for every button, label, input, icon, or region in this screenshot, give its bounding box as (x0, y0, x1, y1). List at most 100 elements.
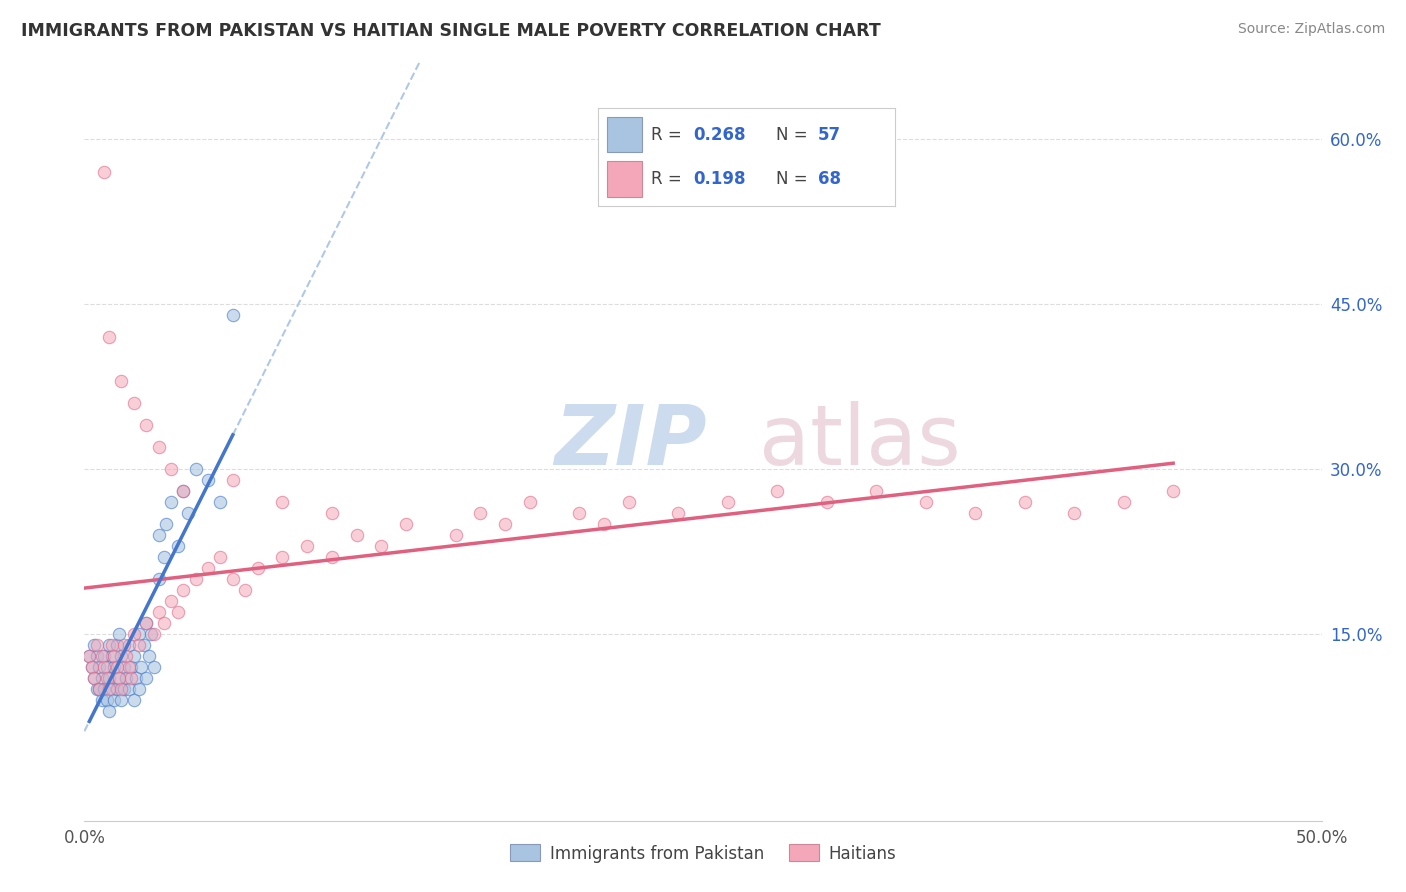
Point (89, 681, 111, 696)
Point (494, 516, 516, 531)
Point (100, 681, 122, 696)
Point (209, 495, 232, 509)
Point (142, 627, 165, 641)
Point (122, 627, 145, 641)
Point (110, 692, 132, 706)
Point (110, 374, 132, 388)
Point (96, 671, 118, 685)
Point (103, 692, 125, 706)
Point (128, 638, 150, 652)
Point (177, 506, 200, 520)
Point (865, 483, 887, 498)
Point (103, 660, 125, 674)
Point (105, 681, 128, 696)
Point (110, 648, 132, 663)
Point (209, 549, 232, 564)
Text: ZIP: ZIP (554, 401, 707, 482)
Point (184, 462, 207, 476)
Point (766, 483, 789, 498)
Point (1161, 483, 1184, 498)
Point (93, 681, 115, 696)
Point (152, 615, 174, 630)
Point (617, 495, 640, 509)
Point (160, 462, 183, 476)
Point (271, 495, 294, 509)
Point (98, 704, 121, 718)
Point (108, 671, 131, 685)
Point (132, 638, 155, 652)
Point (167, 605, 190, 619)
Point (184, 572, 207, 586)
Point (568, 506, 591, 520)
Point (138, 648, 160, 663)
Point (148, 440, 170, 454)
Point (321, 549, 343, 564)
Point (142, 660, 165, 674)
Point (108, 671, 131, 685)
Point (141, 627, 163, 641)
Point (100, 638, 122, 652)
Point (965, 506, 987, 520)
Point (148, 605, 170, 619)
Point (122, 648, 145, 663)
Point (160, 495, 183, 509)
Point (79, 648, 101, 663)
Point (115, 648, 138, 663)
Point (172, 483, 194, 498)
Point (395, 516, 418, 531)
Point (135, 418, 157, 433)
Point (148, 572, 170, 586)
Point (79, 648, 101, 663)
Point (321, 506, 343, 520)
Point (370, 539, 392, 553)
Point (86, 648, 108, 663)
Point (160, 594, 183, 608)
Text: Source: ZipAtlas.com: Source: ZipAtlas.com (1237, 22, 1385, 37)
Point (83, 638, 105, 652)
Point (1014, 495, 1036, 509)
Point (108, 627, 131, 641)
Legend: Immigrants from Pakistan, Haitians: Immigrants from Pakistan, Haitians (503, 838, 903, 869)
Point (519, 495, 541, 509)
Point (233, 582, 256, 597)
Point (125, 671, 148, 685)
Point (470, 506, 492, 520)
Point (222, 308, 245, 322)
Point (112, 681, 135, 696)
Point (346, 528, 368, 542)
Point (717, 495, 740, 509)
Point (115, 671, 138, 685)
Point (135, 615, 157, 630)
Point (172, 582, 194, 597)
Point (80, 660, 103, 674)
Point (98, 671, 121, 685)
Point (120, 671, 142, 685)
Text: atlas: atlas (759, 401, 960, 482)
Point (128, 627, 150, 641)
Point (105, 638, 128, 652)
Point (96, 660, 118, 674)
Point (135, 671, 157, 685)
Point (105, 660, 128, 674)
Point (271, 549, 294, 564)
Point (98, 330, 121, 344)
Point (93, 165, 115, 179)
Point (122, 396, 145, 410)
Point (172, 483, 194, 498)
Point (86, 638, 108, 652)
Point (83, 671, 105, 685)
Point (167, 539, 190, 553)
Point (89, 660, 111, 674)
Point (914, 495, 936, 509)
Point (128, 681, 150, 696)
Point (122, 692, 145, 706)
Point (295, 539, 318, 553)
Point (118, 660, 141, 674)
Point (103, 648, 125, 663)
Point (100, 648, 122, 663)
Point (593, 516, 616, 531)
Point (83, 671, 105, 685)
Point (197, 561, 219, 575)
Point (1063, 506, 1085, 520)
Point (118, 638, 141, 652)
